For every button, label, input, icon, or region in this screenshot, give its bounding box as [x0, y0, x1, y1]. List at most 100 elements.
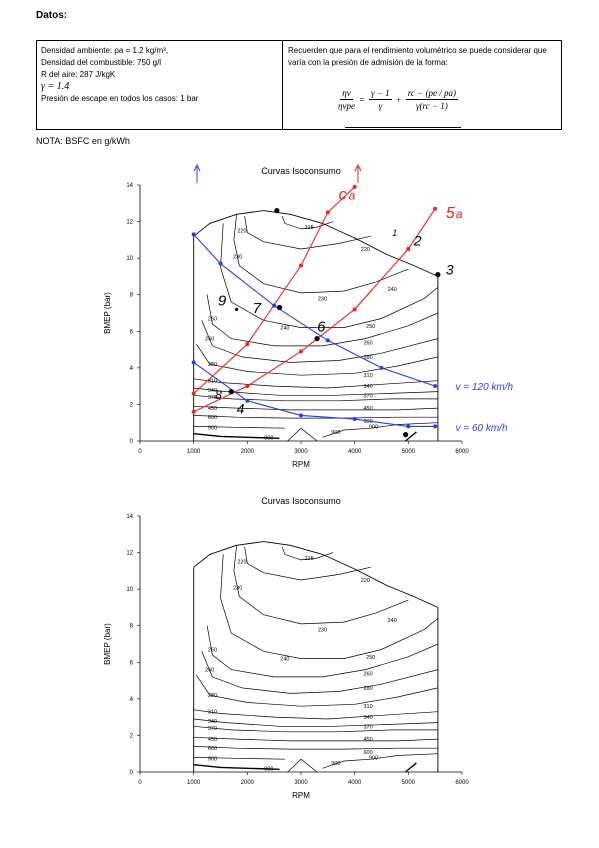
contour-label: 900	[331, 761, 340, 767]
contour-label: 900	[369, 424, 378, 430]
contour-900-rightend	[405, 762, 417, 773]
contour-220	[244, 547, 371, 581]
red-series-1	[193, 186, 356, 394]
contour-label: 600	[363, 750, 372, 756]
blue-point	[191, 232, 196, 237]
contour-label: 230	[233, 585, 242, 591]
contour-label: 230	[233, 254, 242, 260]
contour-label: 215	[304, 556, 313, 562]
handwritten-label: 8	[215, 388, 222, 402]
contour-label: 280	[208, 362, 217, 368]
x-tick-label: 3000	[294, 449, 308, 455]
contour-240	[220, 223, 439, 328]
contour-label: 310	[363, 704, 372, 710]
contour-220	[244, 216, 371, 250]
contour-900-bottom	[193, 764, 280, 770]
contour-label: 450	[208, 737, 217, 743]
x-tick-label: 1000	[187, 449, 201, 455]
y-tick-label: 2	[130, 733, 134, 739]
blue-point	[433, 384, 438, 389]
contour-label: 280	[208, 693, 217, 699]
formula-lhs-den: ηvpe	[338, 101, 355, 111]
operating-point	[276, 304, 283, 311]
datos-right-cell: Recuerden que para el rendimiento volumé…	[283, 41, 561, 129]
operating-point	[435, 272, 441, 278]
contour-230	[233, 214, 409, 294]
x-tick-label: 6000	[455, 780, 469, 786]
red-point	[299, 349, 303, 354]
handwritten-label: 4	[237, 401, 245, 417]
y-tick-label: 10	[126, 587, 133, 593]
blue-point	[379, 365, 384, 370]
x-axis-label: RPM	[292, 460, 310, 469]
contour-label: 260	[205, 337, 214, 343]
y-tick-label: 4	[130, 697, 134, 703]
formula-equals: =	[358, 94, 366, 105]
y-axis-label: BMEP (bar)	[103, 292, 112, 334]
red-series-0	[193, 208, 436, 413]
contour-label: 310	[208, 710, 217, 716]
contour-600	[193, 746, 438, 750]
contour-label: 250	[208, 316, 217, 322]
formula-lhs-num: ηv	[340, 88, 353, 100]
blue-point	[325, 338, 330, 343]
y-tick-label: 0	[130, 770, 134, 776]
datos-table: Densidad ambiente: ρa = 1.2 kg/m³, Densi…	[36, 40, 562, 130]
red-point	[352, 184, 357, 189]
contour-900-rightend	[405, 431, 417, 442]
datos-left-cell: Densidad ambiente: ρa = 1.2 kg/m³, Densi…	[37, 41, 283, 129]
handwritten-label: 6	[317, 318, 326, 335]
contour-label: 370	[363, 393, 372, 399]
contour-label: 340	[208, 719, 217, 725]
contour-260	[201, 320, 438, 363]
y-tick-label: 8	[130, 624, 134, 630]
contour-label: 250	[366, 324, 375, 330]
red-point	[325, 210, 330, 215]
r-aire: R del aire: 287 J/kgK	[41, 70, 116, 79]
blue-point	[433, 424, 438, 429]
red-point	[191, 391, 196, 396]
contour-600	[193, 415, 438, 419]
contour-label: 260	[205, 668, 214, 674]
blue-point	[406, 424, 411, 429]
contour-label: 260	[363, 671, 372, 677]
contour-label: 220	[237, 229, 246, 235]
x-tick-label: 4000	[348, 449, 362, 455]
operating-point	[403, 432, 409, 438]
full-load-curve	[193, 210, 439, 277]
formula-term1-den: γ	[378, 101, 383, 111]
x-tick-label: 5000	[402, 780, 416, 786]
blue-point	[245, 398, 250, 403]
formula-lhs: ηv ηvpe	[338, 87, 355, 112]
x-tick-label: 6000	[455, 449, 469, 455]
contour-900-bottom	[193, 433, 280, 439]
formula-term2-num: rc − (pe / pa)	[405, 88, 458, 100]
contour-label: 370	[208, 395, 217, 401]
blue-point	[218, 261, 223, 266]
presion-escape: Presión de escape en todos los casos: 1 …	[41, 94, 199, 103]
handwritten-label: 9	[218, 293, 227, 310]
blue-point	[299, 413, 303, 418]
red-point	[299, 263, 303, 268]
contour-label: 240	[388, 618, 397, 624]
contour-label: 280	[363, 355, 372, 361]
y-axis-label: BMEP (bar)	[103, 623, 112, 665]
contour-260	[201, 651, 438, 694]
handwritten-label: v = 120 km/h	[456, 382, 514, 393]
contour-label: 310	[363, 373, 372, 379]
contour-215	[281, 215, 334, 230]
contour-label: 220	[237, 560, 246, 566]
contour-label: 230	[318, 296, 327, 302]
red-point	[433, 206, 438, 211]
contour-label: 600	[208, 415, 217, 421]
y-tick-label: 6	[130, 660, 134, 666]
contour-230	[233, 545, 409, 625]
y-tick-label: 0	[130, 439, 134, 445]
x-tick-label: 3000	[294, 780, 308, 786]
chart-title: Curvas Isoconsumo	[261, 166, 341, 176]
blue-point	[352, 417, 357, 422]
blue-series-0	[193, 234, 436, 387]
contour-900-notch	[287, 758, 318, 773]
blue-series-1	[193, 361, 436, 427]
